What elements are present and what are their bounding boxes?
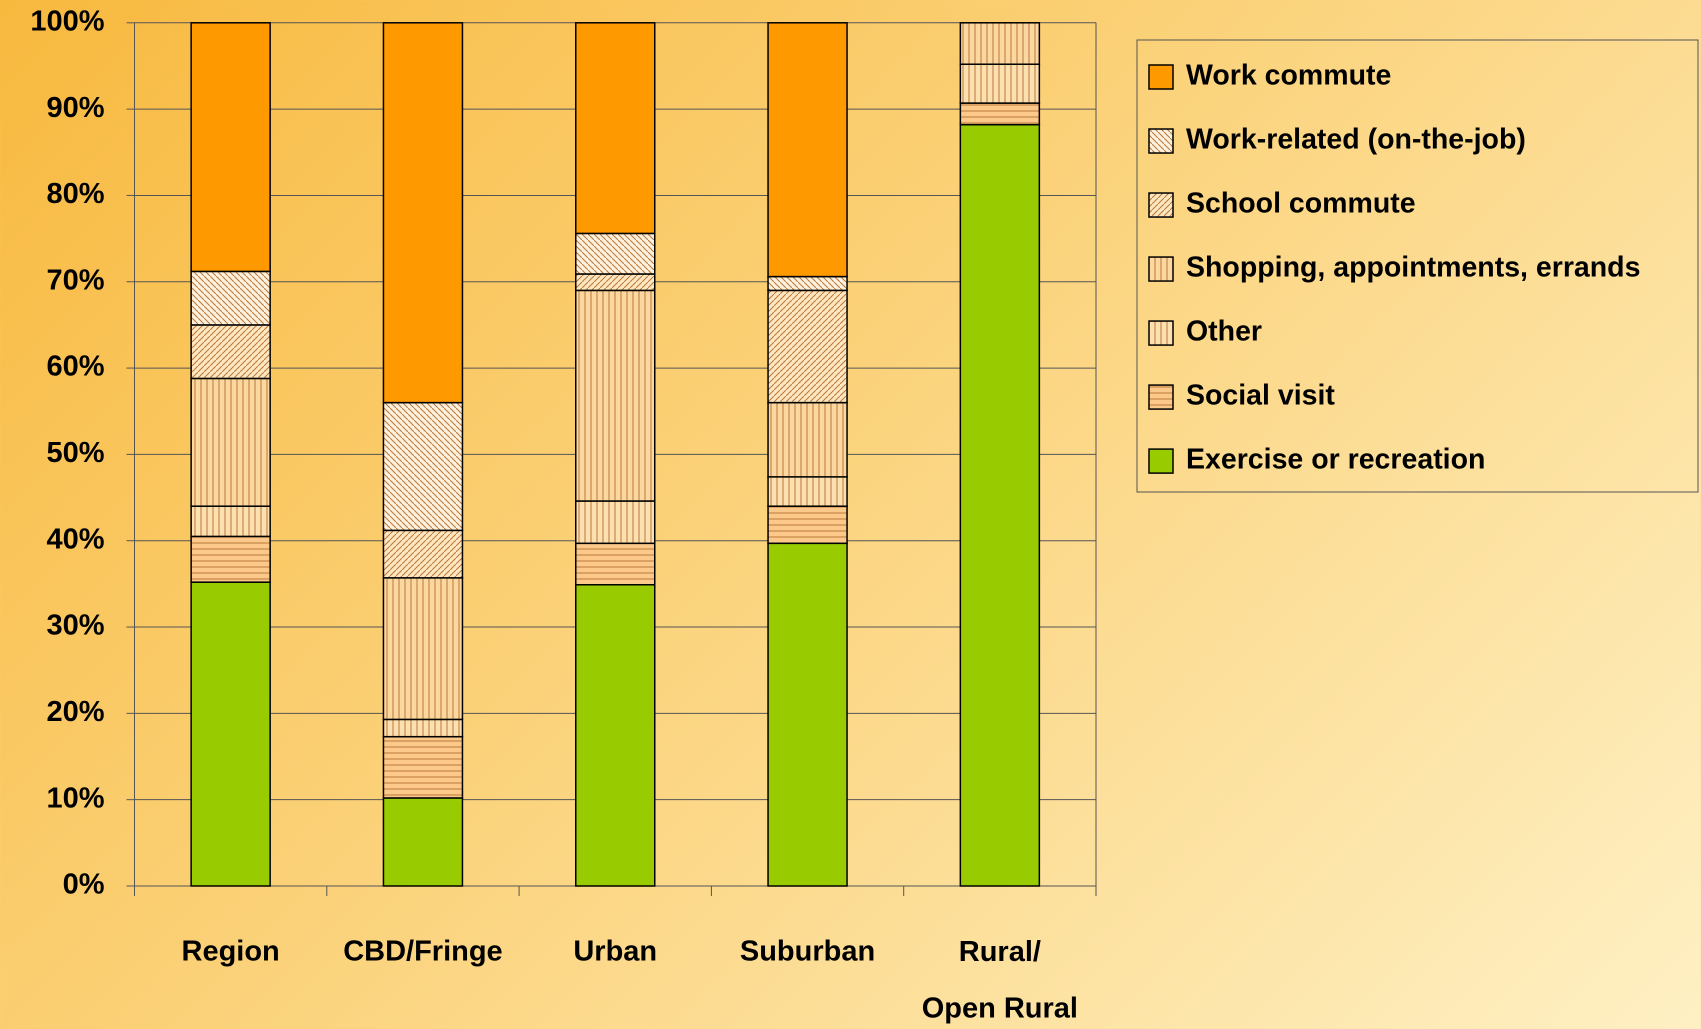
bar-segment: [382, 529, 464, 579]
bar-segment: [959, 123, 1041, 887]
bar-segment: [190, 324, 271, 380]
bar-segment: [575, 232, 656, 275]
legend-label: Shopping, appointments, errands: [1186, 252, 1640, 284]
bar-segment: [382, 797, 464, 887]
legend-swatch: [1148, 192, 1174, 218]
bar-segment: [767, 542, 848, 887]
bar-segment: [767, 505, 848, 545]
legend-swatch: [1148, 320, 1174, 346]
bar-segment: [959, 63, 1041, 104]
bar-segment: [190, 270, 271, 326]
x-tick-label: Suburban: [740, 936, 875, 968]
bar-segment: [767, 401, 848, 478]
bar-segment: [190, 22, 271, 273]
y-tick-label: 50%: [46, 437, 104, 469]
bar-segment: [190, 377, 271, 507]
y-tick-label: 80%: [46, 178, 104, 210]
x-tick-label: CBD/Fringe: [343, 936, 503, 968]
bar-segment: [575, 289, 656, 502]
y-tick-label: 70%: [46, 264, 104, 296]
bar-segment: [767, 275, 848, 292]
bar-segment: [382, 401, 464, 532]
legend-swatch: [1148, 64, 1174, 90]
bar-segment: [190, 535, 271, 583]
x-tick-label: Rural/Open Rural: [922, 936, 1078, 1025]
y-tick-label: 20%: [46, 696, 104, 728]
y-tick-label: 30%: [46, 610, 104, 642]
bar-segment: [382, 735, 464, 799]
bar-segment: [575, 583, 656, 887]
y-tick-label: 100%: [30, 5, 104, 37]
y-tick-label: 60%: [46, 351, 104, 383]
legend-swatch: [1148, 128, 1174, 154]
legend-label: Social visit: [1186, 380, 1335, 412]
bar-segment: [382, 718, 464, 738]
legend-box: [1136, 39, 1699, 493]
legend-swatch: [1148, 384, 1174, 410]
bar-segment: [575, 500, 656, 545]
legend-swatch: [1148, 256, 1174, 282]
bar-segment: [575, 542, 656, 586]
bar-segment: [190, 581, 271, 887]
y-tick-label: 90%: [46, 92, 104, 124]
y-tick-label: 10%: [46, 782, 104, 814]
bar-segment: [959, 22, 1041, 65]
y-tick-label: 40%: [46, 523, 104, 555]
x-tick-label: Region: [182, 936, 280, 968]
legend-label: Work-related (on-the-job): [1186, 124, 1526, 156]
bar-segment: [575, 273, 656, 292]
legend-label: Exercise or recreation: [1186, 444, 1485, 476]
y-tick-label: 0%: [63, 869, 105, 901]
bar-segment: [959, 102, 1041, 126]
legend-label: Other: [1186, 316, 1262, 348]
legend-label: School commute: [1186, 188, 1416, 220]
bar-segment: [382, 22, 464, 404]
legend-label: Work commute: [1186, 60, 1391, 92]
x-tick-label: Urban: [573, 936, 657, 968]
legend-swatch: [1148, 448, 1174, 474]
bar-segment: [575, 22, 656, 235]
bar-segment: [767, 476, 848, 507]
bar-segment: [190, 505, 271, 538]
bar-segment: [382, 577, 464, 721]
bar-segment: [767, 289, 848, 404]
bar-segment: [767, 22, 848, 278]
